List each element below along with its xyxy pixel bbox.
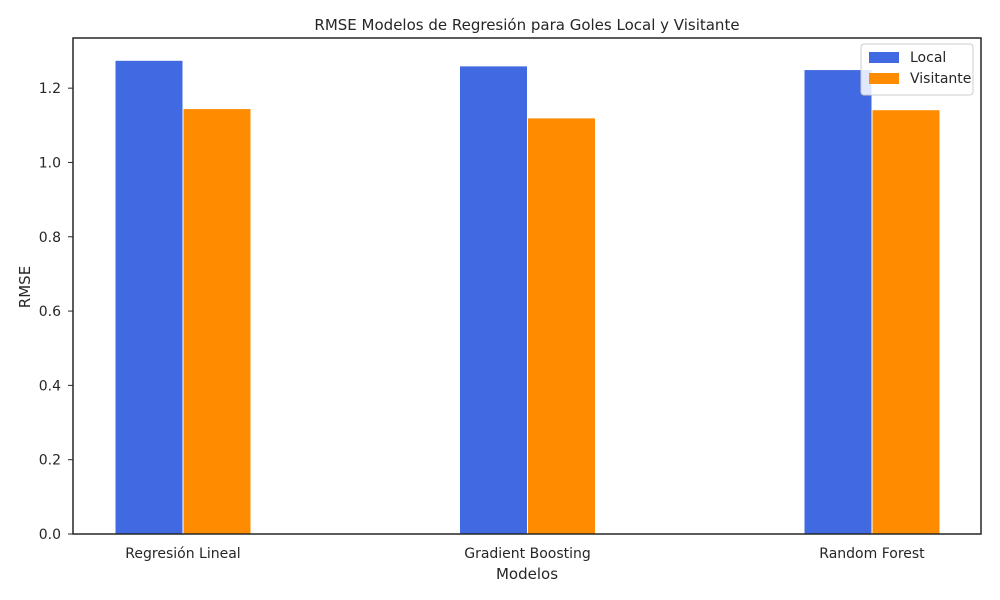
legend-swatch-local bbox=[869, 52, 899, 63]
y-tick-label: 1.2 bbox=[39, 81, 61, 97]
chart-title: RMSE Modelos de Regresión para Goles Loc… bbox=[314, 16, 739, 34]
bar-local-2 bbox=[803, 69, 873, 535]
bar-local-1 bbox=[459, 65, 528, 535]
y-tick-label: 0.2 bbox=[39, 453, 61, 469]
y-tick-label: 0.6 bbox=[39, 304, 61, 320]
x-axis-title: Modelos bbox=[496, 565, 558, 583]
legend-swatch-visitante bbox=[869, 73, 899, 84]
x-tick-label: Random Forest bbox=[819, 546, 925, 562]
legend-label-visitante: Visitante bbox=[910, 71, 971, 87]
y-tick-label: 0.0 bbox=[39, 527, 61, 543]
bar-visitante-0 bbox=[182, 108, 252, 535]
y-tick-label: 1.0 bbox=[39, 155, 61, 171]
legend: Local Visitante bbox=[860, 43, 974, 96]
x-tick-label: Gradient Boosting bbox=[464, 546, 591, 562]
y-tick-label: 0.8 bbox=[39, 230, 61, 246]
legend-label-local: Local bbox=[910, 50, 946, 66]
bar-visitante-1 bbox=[527, 117, 596, 535]
plot-frame bbox=[72, 37, 982, 535]
bar-local-0 bbox=[114, 59, 184, 535]
y-tick-label: 0.4 bbox=[39, 378, 61, 394]
bar-visitante-2 bbox=[871, 109, 941, 535]
plot-area: 0.0 0.2 0.4 0.6 0.8 1.0 1.2 Regresión Lineal Gra… bbox=[39, 37, 982, 562]
x-tick-label: Regresión Lineal bbox=[125, 546, 240, 562]
y-axis-title: RMSE bbox=[16, 266, 34, 308]
